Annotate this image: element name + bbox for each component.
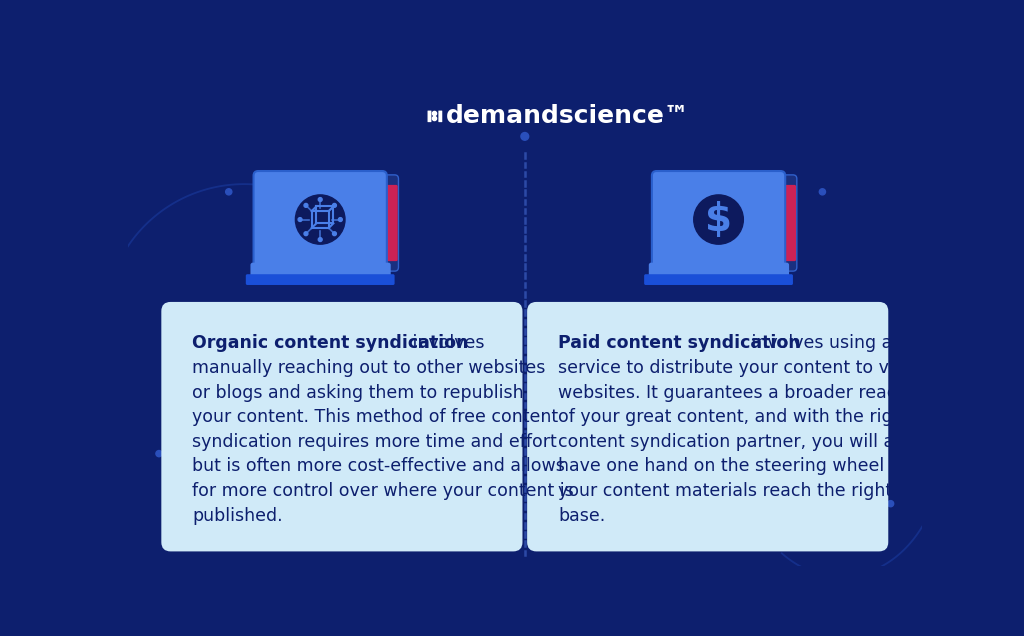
Circle shape (888, 501, 894, 507)
Text: websites. It guarantees a broader reach: websites. It guarantees a broader reach (558, 384, 907, 401)
Circle shape (298, 218, 302, 221)
FancyBboxPatch shape (251, 263, 391, 280)
FancyBboxPatch shape (669, 175, 797, 271)
FancyBboxPatch shape (270, 175, 398, 271)
FancyBboxPatch shape (384, 185, 397, 261)
Text: base.: base. (558, 507, 605, 525)
Text: published.: published. (193, 507, 283, 525)
Circle shape (333, 232, 337, 235)
Text: your content materials reach the right client: your content materials reach the right c… (558, 482, 946, 500)
Circle shape (304, 232, 308, 235)
FancyBboxPatch shape (162, 302, 522, 551)
FancyBboxPatch shape (438, 111, 442, 122)
FancyBboxPatch shape (527, 302, 888, 551)
Circle shape (295, 195, 345, 244)
Circle shape (225, 189, 231, 195)
Text: Paid content syndication: Paid content syndication (558, 335, 801, 352)
Circle shape (318, 198, 323, 202)
FancyBboxPatch shape (649, 263, 790, 280)
Text: for more control over where your content is: for more control over where your content… (193, 482, 574, 500)
Circle shape (338, 218, 342, 221)
Circle shape (521, 132, 528, 140)
Text: demandscience™: demandscience™ (445, 104, 689, 128)
Text: content syndication partner, you will also: content syndication partner, you will al… (558, 433, 919, 451)
Text: of your great content, and with the right: of your great content, and with the righ… (558, 408, 910, 426)
Text: your content. This method of free content: your content. This method of free conten… (193, 408, 558, 426)
FancyBboxPatch shape (782, 185, 796, 261)
Text: involves using a: involves using a (746, 335, 892, 352)
Circle shape (304, 204, 308, 207)
FancyBboxPatch shape (652, 171, 785, 271)
Text: manually reaching out to other websites: manually reaching out to other websites (193, 359, 546, 377)
FancyBboxPatch shape (644, 274, 793, 285)
Text: or blogs and asking them to republish: or blogs and asking them to republish (193, 384, 524, 401)
Text: have one hand on the steering wheel while: have one hand on the steering wheel whil… (558, 457, 936, 476)
Circle shape (693, 195, 743, 244)
FancyBboxPatch shape (254, 171, 387, 271)
Text: Organic content syndication: Organic content syndication (193, 335, 469, 352)
Text: service to distribute your content to various: service to distribute your content to va… (558, 359, 943, 377)
Circle shape (333, 204, 337, 207)
Circle shape (318, 238, 323, 242)
Text: $: $ (706, 202, 732, 239)
FancyBboxPatch shape (428, 111, 431, 122)
Text: involves: involves (407, 335, 484, 352)
FancyBboxPatch shape (246, 274, 394, 285)
Circle shape (819, 189, 825, 195)
Circle shape (156, 450, 162, 457)
Text: but is often more cost-effective and allows: but is often more cost-effective and all… (193, 457, 565, 476)
Text: syndication requires more time and effort: syndication requires more time and effor… (193, 433, 557, 451)
